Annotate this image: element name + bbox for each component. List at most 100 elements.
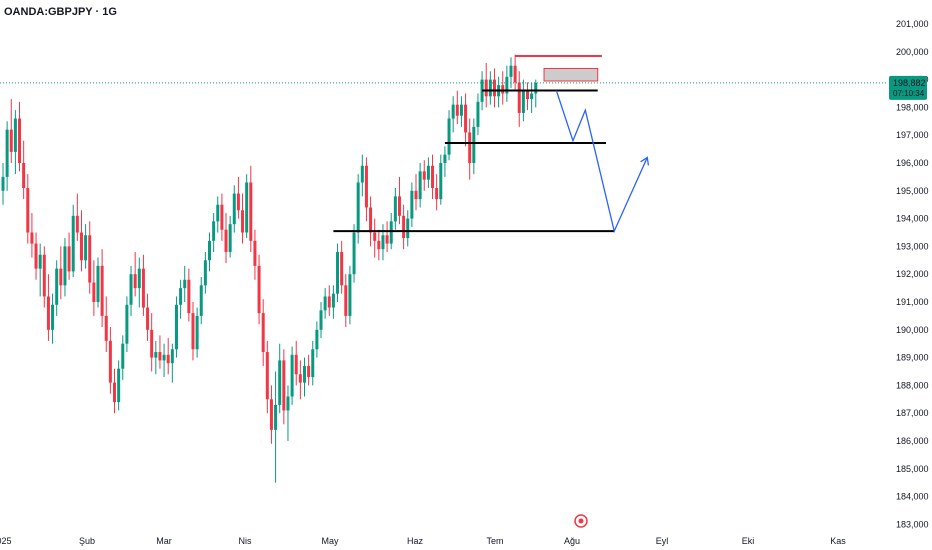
candle <box>88 221 92 294</box>
candle <box>104 296 108 353</box>
candle <box>451 96 455 133</box>
price-tick-label: 195,000 <box>896 186 929 196</box>
candle-body <box>521 90 525 113</box>
candle <box>133 251 137 297</box>
candle-body <box>67 246 71 272</box>
candle-body <box>212 221 216 241</box>
price-tick-label: 200,000 <box>896 47 929 57</box>
candle <box>5 121 9 191</box>
candle <box>241 193 245 244</box>
candle-body <box>216 204 220 222</box>
candle-body <box>472 126 476 163</box>
candle <box>113 368 117 414</box>
candle <box>26 174 30 244</box>
resistance-zone[interactable] <box>543 67 599 82</box>
candle <box>117 360 121 411</box>
candle-body <box>484 79 488 97</box>
candle-body <box>414 190 418 200</box>
candle-body <box>278 360 282 405</box>
candle-body <box>356 182 360 233</box>
candle <box>426 157 430 189</box>
candle-body <box>96 265 100 302</box>
candle-body <box>22 163 26 189</box>
candle <box>336 243 340 302</box>
candle <box>526 82 530 111</box>
candle-body <box>319 310 323 330</box>
candle-body <box>51 304 55 330</box>
candle <box>517 71 521 127</box>
candle-body <box>1 176 5 191</box>
candle <box>30 213 34 258</box>
projection-arrowhead[interactable] <box>640 156 650 166</box>
candle <box>38 243 42 297</box>
candle-body <box>121 343 125 369</box>
candle <box>290 346 294 405</box>
candle <box>311 340 315 386</box>
candle-body <box>141 268 145 308</box>
candle <box>224 213 228 264</box>
candle <box>278 343 282 414</box>
candle <box>220 193 224 241</box>
candle-body <box>129 274 133 305</box>
candle-body <box>208 240 211 261</box>
candle-body <box>274 404 278 430</box>
price-tick-label: 192,000 <box>896 269 929 279</box>
candle-body <box>42 254 46 297</box>
price-badge-value: 198,882 <box>893 78 926 88</box>
candle-body <box>203 260 207 286</box>
candle-body <box>360 165 364 183</box>
candle <box>414 174 418 211</box>
candle-body <box>125 304 129 344</box>
candle-body <box>468 132 472 163</box>
candle-body <box>187 279 191 314</box>
candle <box>158 335 162 369</box>
candle <box>443 146 447 177</box>
candle <box>216 196 220 233</box>
candle-body <box>113 382 117 403</box>
candle <box>269 385 273 444</box>
candle-body <box>501 85 505 94</box>
candle <box>183 265 187 302</box>
candle-body <box>298 374 302 383</box>
projection-path[interactable] <box>555 90 648 234</box>
candle <box>257 254 261 325</box>
time-axis[interactable]: 025 Şub Mar Nis May Haz Tem Ağu Eyl Eki Kas <box>0 536 846 546</box>
candle-body <box>5 129 9 177</box>
candle <box>84 224 88 269</box>
candle <box>298 360 302 400</box>
candle <box>468 118 472 180</box>
candle-body <box>59 268 63 286</box>
candle <box>534 79 538 108</box>
candle-body <box>26 188 30 233</box>
candle <box>331 285 335 319</box>
candle <box>245 174 249 239</box>
candle <box>369 196 373 247</box>
candle-body <box>228 224 232 252</box>
time-tick-label: Şub <box>79 536 95 546</box>
candle <box>530 82 534 113</box>
candle <box>385 221 389 252</box>
candle-body <box>150 329 154 358</box>
time-tick-label: May <box>321 536 339 546</box>
drawings-layer[interactable] <box>333 54 650 234</box>
candle-body <box>63 246 67 286</box>
candle-body <box>488 79 492 97</box>
event-marker[interactable] <box>574 514 588 528</box>
candle <box>319 302 323 339</box>
candle-body <box>331 293 335 308</box>
candle <box>348 265 352 325</box>
candle <box>34 232 38 280</box>
candle-body <box>104 315 108 341</box>
candle <box>195 307 199 358</box>
price-badge-bg <box>889 75 927 100</box>
candle-body <box>34 243 38 269</box>
price-axis[interactable]: 201,000200,000199,000198,000197,000196,0… <box>896 19 929 529</box>
candle <box>191 302 195 361</box>
candles-layer <box>1 54 538 483</box>
candle-body <box>253 240 257 266</box>
candle-body <box>410 190 414 219</box>
candle-body <box>464 104 468 133</box>
candle <box>340 240 344 294</box>
candle <box>154 340 158 375</box>
